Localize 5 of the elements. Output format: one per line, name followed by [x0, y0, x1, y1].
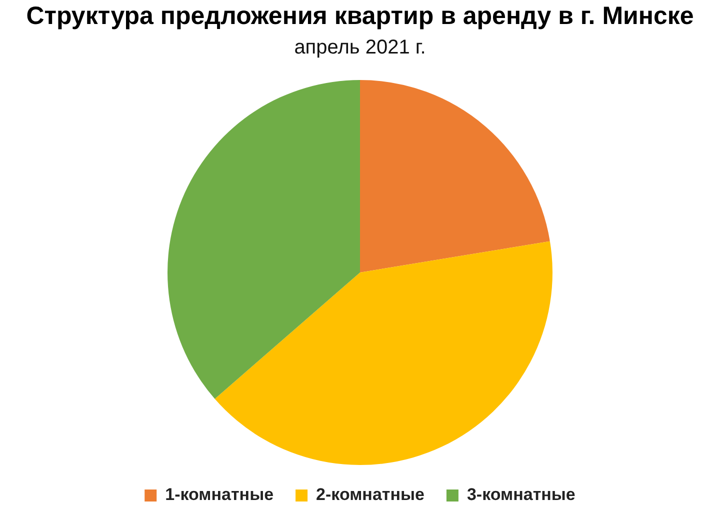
- legend-label: 1-комнатные: [165, 485, 274, 504]
- chart-subtitle: апрель 2021 г.: [294, 36, 426, 59]
- legend-label: 3-комнатные: [466, 485, 576, 504]
- chart-title: Структура предложения квартир в аренду в г. Минске: [26, 2, 694, 30]
- legend-label: 2-комнатные: [316, 485, 424, 504]
